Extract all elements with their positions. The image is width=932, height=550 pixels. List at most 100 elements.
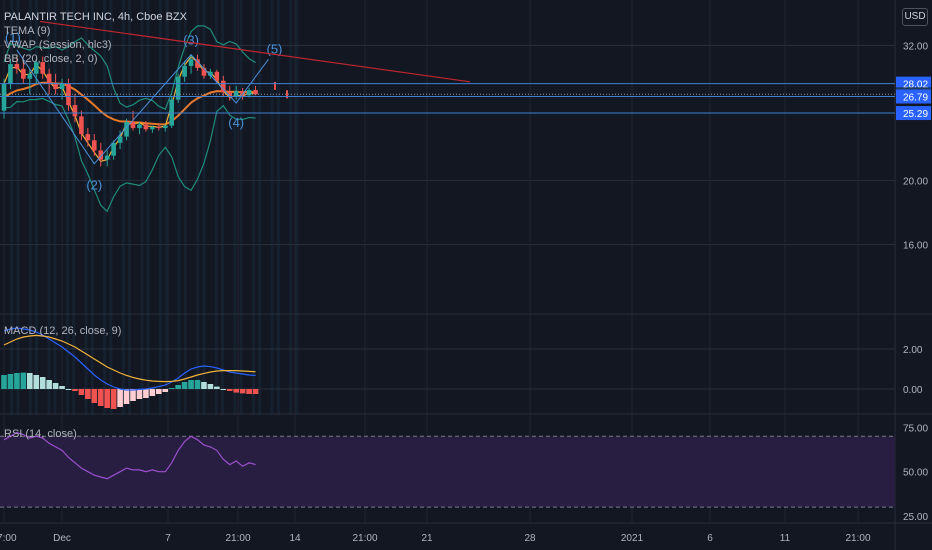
macd-histogram-bar	[27, 373, 33, 389]
signal-line	[3, 334, 256, 383]
candle-body	[33, 62, 39, 74]
candle-body	[240, 91, 245, 96]
candle-body	[8, 64, 13, 84]
candle-body	[40, 62, 45, 74]
time-tick-label: 7	[165, 533, 171, 544]
session-shade	[66, 0, 69, 415]
macd-histogram-bar	[14, 373, 20, 389]
time-tick-label: 21:00	[845, 533, 870, 544]
candle-body	[46, 73, 52, 84]
macd-histogram-bar	[130, 389, 136, 401]
candle-body	[137, 124, 142, 129]
macd-histogram-bar	[78, 389, 85, 395]
session-shade	[233, 0, 237, 415]
macd-histogram-bar	[91, 389, 98, 403]
macd-histogram-bar	[59, 386, 65, 389]
session-shade	[295, 0, 299, 415]
price-axis[interactable]: 32.0020.0016.0028.0227.0026.7925.292.000…	[896, 42, 931, 523]
macd-histogram-bar	[181, 382, 188, 389]
macd-histogram-bar	[214, 386, 220, 389]
session-shade	[202, 0, 206, 415]
session-shade	[196, 0, 200, 415]
rsi-line	[3, 432, 256, 480]
candle-body	[66, 83, 71, 106]
candle-body	[98, 150, 104, 160]
wave-label: (3)	[183, 33, 199, 48]
price-level-badge	[896, 89, 931, 104]
candle-body	[59, 83, 65, 90]
candle-body	[214, 71, 220, 81]
session-shade	[165, 0, 169, 415]
session-shade	[35, 0, 38, 415]
time-tick-label: 2021	[621, 533, 644, 544]
macd-histogram-bar	[239, 389, 246, 394]
wave-label: (5)	[267, 41, 283, 56]
time-tick-label: 21:00	[352, 533, 377, 544]
session-shade	[239, 0, 243, 415]
time-tick-label: 14	[289, 533, 301, 544]
candle-body	[221, 80, 226, 93]
macd-histogram-bar	[46, 380, 52, 389]
macd-histogram-bar	[194, 380, 201, 389]
macd-pane[interactable]	[1, 327, 259, 409]
rsi-legend[interactable]: RSI (14, close)	[4, 428, 77, 440]
price-level-badge	[896, 76, 931, 91]
session-shade	[10, 0, 14, 415]
macd-histogram-bar	[97, 389, 104, 406]
session-shade	[146, 0, 150, 415]
macd-histogram-bar	[143, 389, 149, 398]
macd-histogram-bar	[201, 382, 207, 389]
macd-histogram-bar	[156, 389, 162, 394]
macd-histogram-bar	[123, 389, 130, 404]
macd-histogram-bar	[65, 389, 72, 390]
time-tick-label: Dec	[53, 533, 71, 544]
macd-histogram-bar	[110, 389, 117, 409]
macd-histogram-bar	[207, 384, 214, 389]
session-shade	[214, 0, 218, 415]
session-shade	[140, 0, 144, 415]
candle-body	[27, 73, 33, 79]
candle-body	[233, 91, 239, 97]
after-hours-mark	[286, 90, 288, 99]
session-shade	[109, 0, 113, 415]
time-axis[interactable]: 17:00 Dec 7 21:00 14 21:00 21 28 2021 6 11 21:00	[0, 533, 871, 544]
macd-histogram-bar	[117, 389, 123, 407]
elliott-wave-path	[16, 49, 269, 165]
candle-body	[85, 134, 91, 141]
macd-histogram-bar	[149, 389, 156, 396]
macd-histogram-bar	[246, 389, 252, 394]
currency-button[interactable]: USD	[902, 8, 928, 26]
candle-body	[1, 83, 7, 111]
wave-label: (2)	[86, 178, 102, 193]
candle-body	[253, 90, 258, 95]
tema-legend[interactable]: TEMA (9)	[4, 25, 51, 37]
session-shade	[252, 0, 255, 415]
time-tick-label: 6	[707, 533, 713, 544]
session-shade	[128, 0, 131, 415]
rsi-pane[interactable]	[0, 432, 895, 508]
after-hours-mark	[274, 81, 276, 90]
vwap-legend[interactable]: VWAP (Session, hlc3)	[4, 39, 112, 51]
time-tick-label: 21	[421, 533, 433, 544]
macd-legend[interactable]: MACD (12, 26, close, 9)	[4, 325, 122, 337]
session-shade	[177, 0, 181, 415]
price-pane[interactable]: (1) (2) (3) (4) (5)	[0, 20, 895, 213]
session-shade	[159, 0, 162, 415]
candle-body	[182, 65, 187, 77]
macd-histogram-bar	[52, 383, 59, 389]
candle-body	[246, 90, 252, 96]
session-shade	[28, 0, 32, 415]
bollinger-lower-band	[3, 97, 256, 213]
session-shade	[90, 0, 94, 415]
candle-body	[208, 71, 213, 76]
macd-tick-label: 2.00	[903, 345, 923, 356]
bollinger-legend[interactable]: BB (20, close, 2, 0)	[4, 53, 98, 65]
macd-histogram-bar	[104, 389, 110, 408]
macd-histogram-bar	[233, 389, 239, 393]
macd-histogram-bar	[39, 377, 46, 389]
candle-body	[175, 76, 181, 100]
candle-body	[150, 126, 155, 130]
macd-histogram-bar	[33, 375, 40, 389]
macd-histogram-bar	[162, 389, 169, 392]
candle-body	[21, 68, 26, 79]
